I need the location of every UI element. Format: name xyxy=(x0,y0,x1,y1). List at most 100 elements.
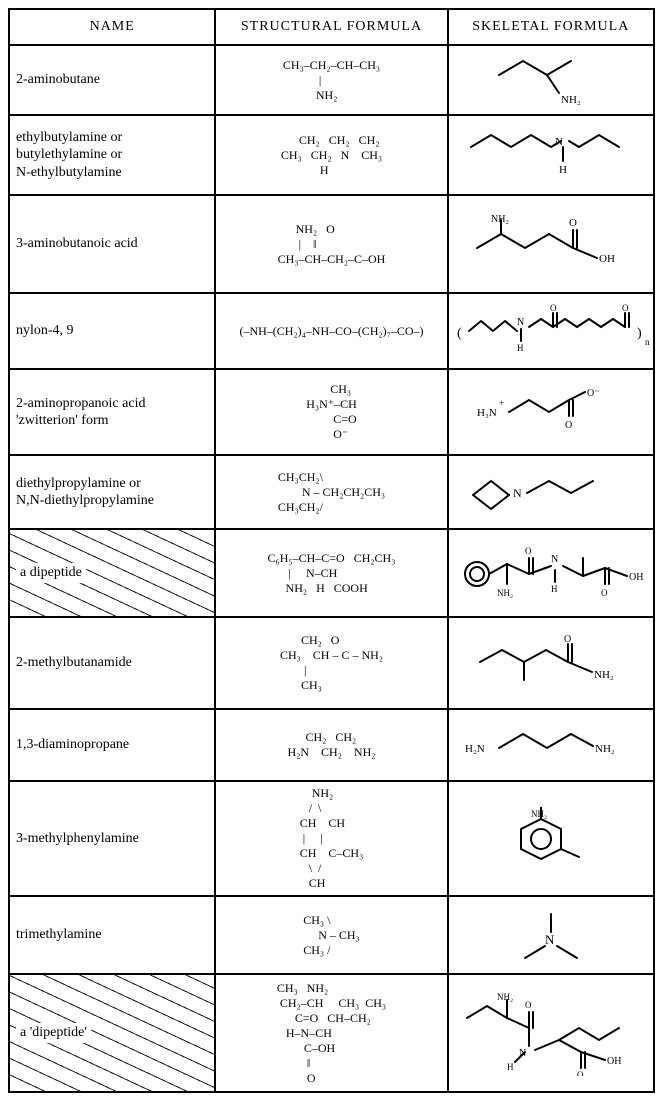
svg-text:NH₂: NH₂ xyxy=(594,669,614,681)
svg-text:O: O xyxy=(525,546,532,556)
svg-text:O: O xyxy=(525,1000,532,1010)
svg-text:O: O xyxy=(601,588,608,598)
svg-text:OH: OH xyxy=(599,253,615,265)
svg-text:(: ( xyxy=(457,326,462,341)
table-row: 2-aminopropanoic acid 'zwitterion' form … xyxy=(9,369,654,455)
compound-name: 2-aminopropanoic acid 'zwitterion' form xyxy=(16,396,145,429)
structural-cell: CH₃–CH₂–CH–CH₃ | NH₂ xyxy=(215,45,447,115)
svg-text:O: O xyxy=(622,303,629,313)
svg-text:H: H xyxy=(551,584,558,594)
skeletal-cell: ( N H O O )n xyxy=(448,293,654,369)
compound-name: a 'dipeptide' xyxy=(16,1023,91,1043)
name-cell: 3-aminobutanoic acid xyxy=(9,195,215,293)
structural-formula: NH₂ O | ‖ CH₃–CH–CH₂–C–OH xyxy=(278,222,386,267)
svg-text:NH₂: NH₂ xyxy=(491,214,509,225)
svg-text:NH₂: NH₂ xyxy=(497,588,513,598)
name-cell: a 'dipeptide' xyxy=(9,974,215,1092)
svg-text:O: O xyxy=(550,303,557,313)
structural-cell: CH₃ H₃N⁺–CH C=O O⁻ xyxy=(215,369,447,455)
svg-text:H₃N: H₃N xyxy=(477,407,497,419)
table-row: a 'dipeptide' CH₃ NH₂ CH₂–CH CH₃ CH₃ C=O … xyxy=(9,974,654,1092)
header-row: NAME STRUCTURAL FORMULA SKELETAL FORMULA xyxy=(9,9,654,45)
compound-name: diethylpropylamine or N,N-diethylpropyla… xyxy=(16,476,154,509)
structural-cell: CH₂ CH₂ CH₂ CH₃ CH₂ N CH₃ H xyxy=(215,115,447,195)
header-skeletal: SKELETAL FORMULA xyxy=(448,9,654,45)
name-cell: diethylpropylamine or N,N-diethylpropyla… xyxy=(9,455,215,529)
skeletal-cell: NH₂ xyxy=(448,45,654,115)
skeletal-cell: H₃N+ O⁻ O xyxy=(448,369,654,455)
structural-formula: CH₂ CH₂ CH₂ CH₃ CH₂ N CH₃ H xyxy=(281,133,382,178)
compound-name: nylon-4, 9 xyxy=(16,323,74,338)
svg-text:NH₂: NH₂ xyxy=(595,743,615,755)
svg-text:O: O xyxy=(565,420,572,431)
compound-name: 3-methylphenylamine xyxy=(16,831,139,846)
structural-cell: CH₃ \ N – CH₃ CH₃ / xyxy=(215,896,447,974)
table-row: 2-aminobutane CH₃–CH₂–CH–CH₃ | NH₂ NH₂ xyxy=(9,45,654,115)
structural-formula: CH₃ H₃N⁺–CH C=O O⁻ xyxy=(306,382,357,442)
compound-name: 1,3-diaminopropane xyxy=(16,737,129,752)
compound-name: 2-methylbutanamide xyxy=(16,655,132,670)
header-structural: STRUCTURAL FORMULA xyxy=(215,9,447,45)
name-cell: 3-methylphenylamine xyxy=(9,781,215,896)
header-name: NAME xyxy=(9,9,215,45)
structural-formula: NH₂ / \ CH CH | | CH C–CH₃ \ / CH xyxy=(300,786,364,891)
svg-text:OH: OH xyxy=(629,572,643,583)
svg-text:N: N xyxy=(551,554,558,565)
name-cell: nylon-4, 9 xyxy=(9,293,215,369)
table-row: a dipeptide C₆H₅–CH–C=O CH₂CH₃ | N–CH NH₂… xyxy=(9,529,654,617)
structural-formula: C₆H₅–CH–C=O CH₂CH₃ | N–CH NH₂ H COOH xyxy=(268,551,396,596)
svg-text:H₂N: H₂N xyxy=(465,743,485,755)
skeletal-cell: N H xyxy=(448,115,654,195)
table-row: nylon-4, 9(–NH–(CH₂)₄–NH–CO–(CH₂)₇–CO–) … xyxy=(9,293,654,369)
svg-text:N: N xyxy=(513,486,522,500)
svg-text:NH₂: NH₂ xyxy=(561,94,581,106)
structural-cell: CH₃CH₂\ N – CH₂CH₂CH₃ CH₃CH₂/ xyxy=(215,455,447,529)
table-row: 3-methylphenylamine NH₂ / \ CH CH | | CH… xyxy=(9,781,654,896)
name-cell: trimethylamine xyxy=(9,896,215,974)
structural-cell: NH₂ / \ CH CH | | CH C–CH₃ \ / CH xyxy=(215,781,447,896)
structural-formula: CH₂ CH₂ H₂N CH₂ NH₂ xyxy=(288,730,376,760)
name-cell: 1,3-diaminopropane xyxy=(9,709,215,781)
svg-text:NH₂: NH₂ xyxy=(531,809,547,819)
svg-text:N: N xyxy=(517,317,524,328)
structural-formula: CH₃–CH₂–CH–CH₃ | NH₂ xyxy=(283,58,380,103)
compound-name: 2-aminobutane xyxy=(16,72,100,87)
skeletal-cell: NH₂ xyxy=(448,781,654,896)
name-cell: ethylbutylamine or butylethylamine or N-… xyxy=(9,115,215,195)
table-row: 2-methylbutanamide CH₂ O CH₃ CH – C – NH… xyxy=(9,617,654,709)
structural-formula: (–NH–(CH₂)₄–NH–CO–(CH₂)₇–CO–) xyxy=(239,324,423,339)
svg-text:OH: OH xyxy=(607,1056,621,1067)
structural-formula: CH₃ \ N – CH₃ CH₃ / xyxy=(303,913,360,958)
table-row: diethylpropylamine or N,N-diethylpropyla… xyxy=(9,455,654,529)
skeletal-cell: NH₂ O N H O OH xyxy=(448,529,654,617)
skeletal-cell: O NH₂ xyxy=(448,617,654,709)
table-row: trimethylamine CH₃ \ N – CH₃ CH₃ / N xyxy=(9,896,654,974)
structural-formula: CH₃ NH₂ CH₂–CH CH₃ CH₃ C=O CH–CH₂ H–N–CH… xyxy=(277,981,386,1086)
structural-cell: CH₃ NH₂ CH₂–CH CH₃ CH₃ C=O CH–CH₂ H–N–CH… xyxy=(215,974,447,1092)
svg-text:H: H xyxy=(517,343,524,353)
svg-text:O: O xyxy=(569,217,577,229)
skeletal-cell: NH₂ O N H O OH xyxy=(448,974,654,1092)
compound-name: ethylbutylamine or butylethylamine or N-… xyxy=(16,130,122,180)
svg-text:N: N xyxy=(545,932,555,947)
svg-text:O: O xyxy=(564,634,571,645)
chemistry-table: NAME STRUCTURAL FORMULA SKELETAL FORMULA… xyxy=(8,8,655,1093)
table-row: 3-aminobutanoic acid NH₂ O | ‖ CH₃–CH–CH… xyxy=(9,195,654,293)
structural-cell: C₆H₅–CH–C=O CH₂CH₃ | N–CH NH₂ H COOH xyxy=(215,529,447,617)
name-cell: 2-aminobutane xyxy=(9,45,215,115)
structural-formula: CH₃CH₂\ N – CH₂CH₂CH₃ CH₃CH₂/ xyxy=(278,470,385,515)
svg-text:H: H xyxy=(507,1062,514,1072)
table-row: ethylbutylamine or butylethylamine or N-… xyxy=(9,115,654,195)
name-cell: 2-methylbutanamide xyxy=(9,617,215,709)
skeletal-cell: N xyxy=(448,896,654,974)
structural-cell: NH₂ O | ‖ CH₃–CH–CH₂–C–OH xyxy=(215,195,447,293)
compound-name: a dipeptide xyxy=(16,563,86,583)
compound-name: 3-aminobutanoic acid xyxy=(16,236,138,251)
svg-text:n: n xyxy=(645,337,650,347)
svg-text:+: + xyxy=(499,398,504,408)
svg-text:): ) xyxy=(637,326,642,341)
structural-cell: (–NH–(CH₂)₄–NH–CO–(CH₂)₇–CO–) xyxy=(215,293,447,369)
skeletal-cell: H₂N NH₂ xyxy=(448,709,654,781)
svg-text:O⁻: O⁻ xyxy=(587,388,600,399)
skeletal-cell: N xyxy=(448,455,654,529)
